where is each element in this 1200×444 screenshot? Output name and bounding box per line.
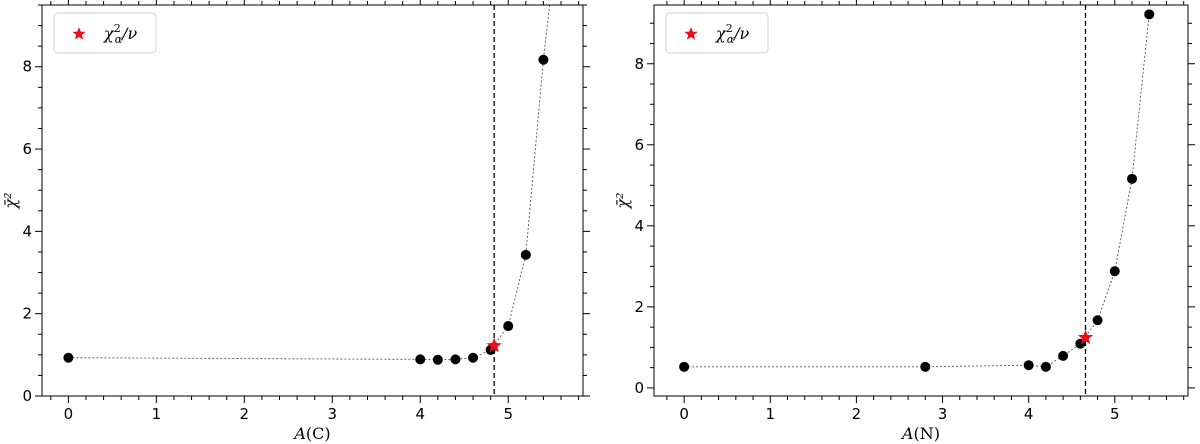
x-tick-label: 2	[852, 405, 862, 423]
data-point-9	[1127, 173, 1138, 184]
legend-box	[53, 12, 157, 54]
data-point-5	[468, 352, 479, 363]
data-point-3	[432, 354, 443, 365]
plot-frame	[653, 4, 1189, 397]
y-axis-label: χ̄²	[613, 192, 632, 209]
y-tick-label: 8	[22, 58, 32, 76]
y-tick-label: 0	[22, 387, 32, 405]
plot-frame	[41, 4, 584, 397]
x-tick-label: 3	[938, 405, 948, 423]
data-point-4	[450, 354, 461, 365]
chart-panel-2: 0 1 2 3 4 5 0 2 4 6 8 A(N) χ̄² χ2 α/ν	[613, 0, 1195, 443]
data-point-9	[538, 54, 549, 65]
y-tick-label: 2	[22, 305, 32, 323]
y-tick-label: 4	[634, 217, 644, 235]
data-point-10	[1144, 9, 1155, 20]
x-axis-label: A(C)	[292, 424, 330, 443]
legend-label: χ2 α/ν	[715, 22, 750, 46]
x-axis-label: A(N)	[900, 424, 940, 443]
y-tick-label: 4	[22, 222, 32, 240]
legend-box	[665, 12, 769, 54]
y-tick-label: 8	[634, 55, 644, 73]
connecting-curve	[68, 5, 551, 361]
x-tick-label: 4	[415, 405, 425, 423]
x-tick-label: 0	[679, 405, 689, 423]
x-tick-label: 0	[64, 405, 74, 423]
x-tick-label: 5	[503, 405, 513, 423]
data-point-3	[1023, 360, 1034, 371]
legend-star-icon	[684, 27, 698, 40]
data-point-1	[679, 361, 690, 372]
connecting-curve	[684, 14, 1150, 368]
data-point-8	[1109, 266, 1120, 277]
y-tick-label: 6	[22, 140, 32, 158]
chi2-star-marker	[486, 337, 502, 353]
x-tick-label: 1	[152, 405, 162, 423]
legend: χ2 α/ν	[665, 12, 769, 54]
y-tick-label: 6	[634, 136, 644, 154]
x-tick-label: 5	[1110, 405, 1120, 423]
x-tick-label: 1	[766, 405, 776, 423]
data-point-2	[920, 361, 931, 372]
x-tick-label: 3	[328, 405, 338, 423]
y-axis-label: χ̄²	[1, 192, 20, 209]
legend-star-icon	[72, 27, 86, 40]
data-point-8	[520, 249, 531, 260]
data-point-7	[1092, 315, 1103, 326]
y-tick-label: 0	[634, 379, 644, 397]
data-point-2	[415, 354, 426, 365]
legend: χ2 α/ν	[53, 12, 157, 54]
legend-label: χ2 α/ν	[103, 22, 138, 46]
chart-panel-1: 0 1 2 3 4 5 0 2 4 6 8 A(C) χ̄² χ2 α/ν	[1, 0, 590, 443]
x-tick-label: 2	[240, 405, 250, 423]
data-point-1	[63, 352, 74, 363]
data-point-5	[1058, 350, 1069, 361]
x-tick-label: 4	[1024, 405, 1034, 423]
y-tick-label: 2	[634, 298, 644, 316]
data-point-4	[1040, 361, 1051, 372]
chi2-star-marker	[1077, 329, 1094, 345]
data-point-7	[503, 321, 514, 332]
